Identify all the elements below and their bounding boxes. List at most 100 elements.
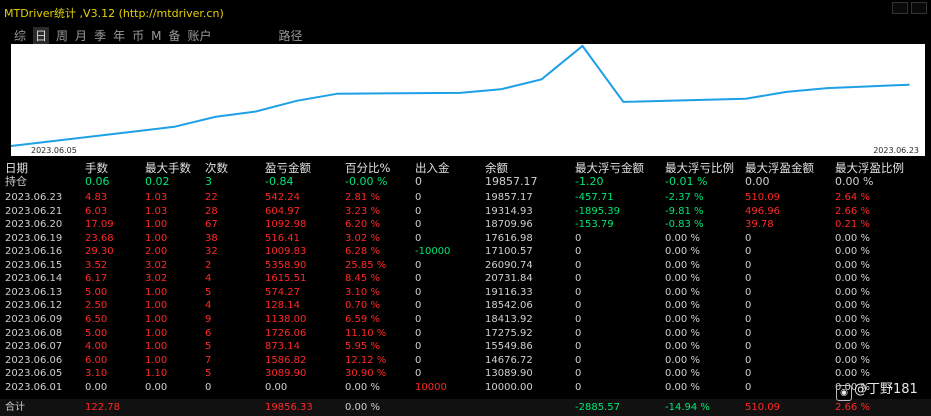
- cell-max-dd: -153.79: [575, 219, 614, 231]
- cell-max-lots: 1.00: [145, 354, 168, 366]
- cell-max-fp: 0: [745, 259, 752, 271]
- cell-max-dd-pct: 0.00 %: [665, 273, 700, 285]
- cell-max-fp-pct: 0.21 %: [835, 219, 870, 231]
- cell-pnl: -0.84: [265, 175, 294, 188]
- cell-max-lots: 1.03: [145, 192, 168, 203]
- row-label: 持仓: [5, 175, 27, 188]
- row-label: 2023.06.07: [5, 341, 63, 353]
- tab-7[interactable]: M: [151, 29, 162, 43]
- column-header[interactable]: 百分比%: [345, 161, 391, 175]
- cell-max-lots: 0.02: [145, 175, 170, 188]
- column-header[interactable]: 出入金: [415, 161, 450, 175]
- total-row-background: [0, 399, 931, 416]
- cell-max-fp: 510.09: [745, 192, 780, 203]
- cell-pnl: 604.97: [265, 205, 300, 217]
- column-header[interactable]: 最大浮盈金额: [745, 161, 814, 175]
- cell-count: 38: [205, 232, 218, 244]
- column-header[interactable]: 盈亏金额: [265, 161, 311, 175]
- cell-pnl: 873.14: [265, 341, 300, 353]
- tab-1[interactable]: 日: [33, 27, 50, 44]
- equity-point: [908, 83, 910, 86]
- cell-max-lots: 1.00: [145, 341, 168, 353]
- cell-pct: 3.10 %: [345, 286, 380, 298]
- cell-count: 4: [205, 300, 212, 312]
- tab-3[interactable]: 月: [75, 29, 88, 43]
- cell-lots: 0.00: [85, 381, 108, 393]
- cell-pct: 8.45 %: [345, 273, 380, 285]
- cell-max-dd-pct: 0.00 %: [665, 381, 700, 393]
- cell-pct: 6.59 %: [345, 313, 380, 325]
- cell-io: 0: [415, 175, 422, 188]
- window-controls: [892, 2, 927, 14]
- cell-io: 0: [415, 341, 422, 353]
- equity-point: [173, 126, 176, 128]
- cell-io: 0: [415, 354, 422, 366]
- tab-9[interactable]: 账户: [187, 29, 212, 43]
- cell-max-fp: 0.00: [745, 175, 770, 188]
- tab-10[interactable]: 路径: [278, 29, 303, 43]
- cell-pct: 30.90 %: [345, 368, 387, 380]
- cell-lots: 3.52: [85, 259, 108, 271]
- cell-lots: 4.83: [85, 192, 108, 203]
- cell-count: 4: [205, 273, 212, 285]
- row-label: 2023.06.06: [5, 354, 63, 366]
- cell-max-fp-pct: 0.00 %: [835, 246, 870, 258]
- tab-5[interactable]: 年: [113, 29, 126, 43]
- row-label: 2023.06.20: [5, 219, 63, 231]
- cell-count: 6: [205, 327, 212, 339]
- cell-max-lots: 3.02: [145, 259, 168, 271]
- cell-max-fp-pct: 0.00 %: [835, 341, 870, 353]
- cell-max-fp: 0: [745, 246, 752, 258]
- minimize-button[interactable]: [892, 2, 908, 14]
- column-header[interactable]: 最大浮亏金额: [575, 161, 644, 175]
- equity-point: [295, 100, 298, 102]
- cell-lots: 17.09: [85, 219, 114, 231]
- cell-max-fp-pct: 0.00 %: [835, 286, 870, 298]
- cell-max-dd-pct: 0.00 %: [665, 327, 700, 339]
- cell-balance: 17275.92: [485, 327, 533, 339]
- cell-max-dd: -457.71: [575, 192, 614, 203]
- column-header[interactable]: 最大浮盈比例: [835, 161, 904, 175]
- cell-lots: 5.00: [85, 286, 108, 298]
- cell-balance: 20731.84: [485, 273, 533, 285]
- row-label: 2023.06.09: [5, 313, 63, 325]
- cell-max-fp: 510.09: [745, 401, 780, 413]
- column-header[interactable]: 日期: [5, 161, 28, 175]
- cell-max-lots: 1.00: [145, 327, 168, 339]
- cell-max-lots: 1.03: [145, 205, 168, 217]
- cell-io: 0: [415, 259, 422, 271]
- column-header[interactable]: 余额: [485, 161, 508, 175]
- column-header[interactable]: 最大手数: [145, 161, 191, 175]
- tab-6[interactable]: 币: [132, 29, 145, 43]
- cell-io: 10000: [415, 381, 447, 393]
- cell-max-dd-pct: -14.94 %: [665, 401, 710, 413]
- cell-io: 0: [415, 219, 422, 231]
- cell-max-lots: 3.02: [145, 273, 168, 285]
- row-label: 2023.06.05: [5, 368, 63, 380]
- column-header[interactable]: 手数: [85, 161, 108, 175]
- cell-count: 5: [205, 341, 212, 353]
- equity-point: [11, 145, 12, 147]
- cell-lots: 4.00: [85, 341, 108, 353]
- column-header[interactable]: 最大浮亏比例: [665, 161, 734, 175]
- tab-2[interactable]: 周: [56, 29, 69, 43]
- cell-max-dd: 0: [575, 259, 582, 271]
- close-button[interactable]: [911, 2, 927, 14]
- cell-balance: 17616.98: [485, 232, 533, 244]
- equity-point: [826, 87, 829, 89]
- cell-pct: 0.00 %: [345, 401, 380, 413]
- tab-8[interactable]: 备: [168, 29, 181, 43]
- cell-max-fp-pct: 0.00 %: [835, 175, 874, 188]
- tab-4[interactable]: 季: [94, 29, 107, 43]
- tab-0[interactable]: 综: [14, 29, 27, 43]
- row-label: 合计: [5, 401, 25, 413]
- cell-max-fp: 0: [745, 341, 752, 353]
- cell-max-dd: -2885.57: [575, 401, 620, 413]
- equity-point: [744, 97, 747, 100]
- cell-count: 7: [205, 354, 212, 366]
- cell-lots: 2.50: [85, 300, 108, 312]
- cell-io: 0: [415, 286, 422, 298]
- column-header[interactable]: 次数: [205, 161, 228, 175]
- cell-max-dd: 0: [575, 341, 582, 353]
